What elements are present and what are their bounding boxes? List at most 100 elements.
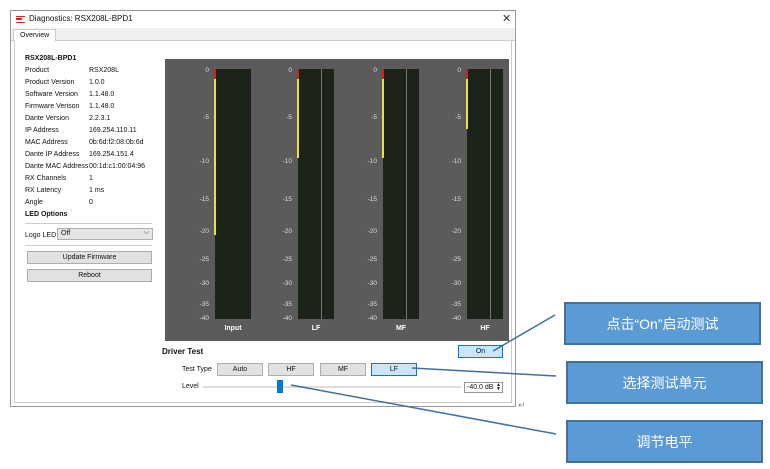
meter-bar	[215, 69, 251, 319]
tick-label: -20	[451, 228, 461, 235]
property-value: 0b:6d:f2:08:0b:6d	[89, 139, 144, 146]
test-type-lf-button[interactable]: LF	[371, 363, 417, 376]
level-spinbox[interactable]: -40.0 dB ▲ ▼	[464, 382, 503, 393]
tick-label: 0	[288, 67, 292, 74]
property-value: 1	[89, 175, 93, 182]
tick-label: -15	[451, 196, 461, 203]
tick-label: -5	[203, 114, 209, 121]
tick-label: -25	[367, 256, 377, 263]
property-value: 0	[89, 199, 93, 206]
led-options-heading: LED Options	[25, 211, 68, 218]
test-type-label: Test Type	[182, 366, 212, 373]
meter-label: MF	[395, 325, 407, 332]
property-value: 1.1.48.0	[89, 103, 115, 110]
test-type-auto-button[interactable]: Auto	[217, 363, 263, 376]
update-firmware-button[interactable]: Update Firmware	[27, 251, 152, 264]
spin-arrows-icon[interactable]: ▲ ▼	[496, 382, 501, 392]
property-label: MAC Address	[25, 139, 68, 146]
tick-label: -40	[451, 315, 461, 322]
property-label: Angle	[25, 199, 43, 206]
callout-text: 选择测试单元	[622, 374, 707, 391]
meter-divider	[490, 69, 491, 319]
window-title: Diagnostics: RSX208L-BPD1	[29, 14, 133, 23]
property-label: Dante Version	[25, 115, 69, 122]
callout-text: 调节电平	[636, 433, 693, 450]
tab-overview[interactable]: Overview	[13, 29, 57, 42]
clip-indicator	[382, 69, 384, 79]
tick-label: -10	[282, 158, 292, 165]
level-indicator	[214, 78, 216, 235]
tick-label: -5	[371, 114, 377, 121]
device-name: RSX208L-BPD1	[25, 55, 77, 62]
property-label: Firmware Verison	[25, 103, 80, 110]
level-slider-thumb[interactable]	[277, 380, 284, 393]
property-label: Product	[25, 67, 50, 74]
level-value: -40.0 dB	[467, 384, 494, 391]
reboot-button[interactable]: Reboot	[27, 269, 152, 282]
clip-indicator	[297, 69, 299, 79]
diagnostics-window: Diagnostics: RSX208L-BPD1 ✕ Overview RSX…	[10, 10, 516, 407]
tick-label: 0	[373, 67, 377, 74]
tick-label: -10	[451, 158, 461, 165]
meter-divider	[406, 69, 407, 319]
property-value: 00:1d:c1:00:04:96	[89, 163, 146, 170]
close-icon[interactable]: ✕	[502, 13, 512, 25]
tab-strip: Overview	[11, 28, 515, 42]
level-meters: 0 -5 -10 -15 -20 -25 -30 -35 -40 Input 0 -5 -10 -15 -2…	[165, 59, 509, 341]
tick-label: -30	[451, 280, 461, 287]
return-mark: ↵	[518, 400, 526, 410]
meter-label: HF	[480, 325, 490, 332]
tick-label: -30	[367, 280, 377, 287]
meter-bar	[383, 69, 419, 319]
chevron-down-icon: ⌵	[143, 229, 149, 236]
tick-label: -35	[282, 301, 292, 308]
tick-label: -5	[455, 114, 461, 121]
tick-label: 0	[457, 67, 461, 74]
level-indicator	[466, 78, 468, 130]
callout-select-unit: 选择测试单元	[566, 361, 763, 404]
meter-bar	[298, 69, 334, 319]
title-bar: Diagnostics: RSX208L-BPD1 ✕	[11, 11, 515, 28]
tick-label: -30	[199, 280, 209, 287]
property-label: Software Version	[25, 91, 78, 98]
tick-label: -20	[367, 228, 377, 235]
tick-label: -15	[367, 196, 377, 203]
property-value: RSX208L	[89, 67, 119, 74]
callout-line-type	[411, 367, 557, 377]
level-label: Level	[182, 383, 199, 390]
tick-label: 0	[205, 67, 209, 74]
callout-text: 点击“On”启动测试	[606, 315, 719, 332]
tick-label: -15	[199, 196, 209, 203]
level-indicator	[382, 78, 384, 158]
property-value: 1 ms	[89, 187, 105, 194]
tick-label: -25	[282, 256, 292, 263]
property-label: RX Channels	[25, 175, 67, 182]
property-label: Product Version	[25, 79, 75, 86]
callout-click-on: 点击“On”启动测试	[564, 302, 761, 345]
meter-bar	[467, 69, 503, 319]
tick-label: -40	[199, 315, 209, 322]
callout-line-level	[290, 384, 557, 435]
test-type-hf-button[interactable]: HF	[268, 363, 314, 376]
clip-indicator	[466, 69, 468, 79]
tick-label: -20	[199, 228, 209, 235]
app-logo-icon	[16, 16, 25, 23]
tick-label: -30	[282, 280, 292, 287]
test-type-mf-button[interactable]: MF	[320, 363, 366, 376]
property-label: IP Address	[25, 127, 59, 134]
logo-led-value: Off	[61, 230, 71, 237]
property-value: 2.2.3.1	[89, 115, 111, 122]
tick-label: -15	[282, 196, 292, 203]
property-value: 1.1.48.0	[89, 91, 115, 98]
level-slider-track[interactable]	[203, 386, 461, 388]
property-value: 1.0.0	[89, 79, 105, 86]
meter-divider	[321, 69, 322, 319]
divider	[25, 223, 152, 224]
tick-label: -35	[199, 301, 209, 308]
tick-label: -10	[199, 158, 209, 165]
on-button[interactable]: On	[458, 345, 503, 358]
tick-label: -40	[282, 315, 292, 322]
logo-led-select[interactable]: Off ⌵	[57, 228, 153, 240]
tick-label: -5	[286, 114, 292, 121]
